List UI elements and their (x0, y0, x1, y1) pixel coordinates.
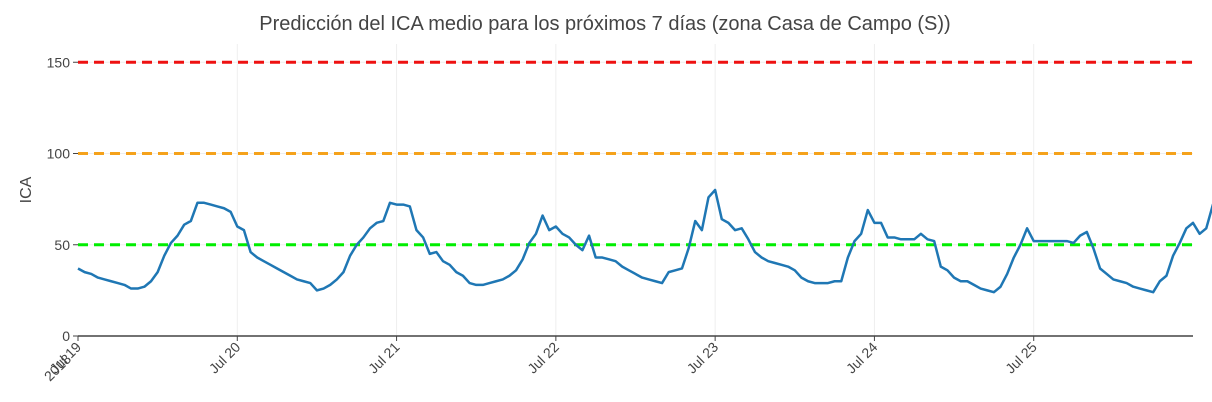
y-axis-title: ICA (18, 176, 35, 203)
x-tick-label: Jul 23 (684, 339, 722, 377)
y-tick-label: 100 (47, 146, 71, 162)
y-tick-label: 0 (62, 328, 70, 344)
x-tick-label: Jul 20 (206, 339, 244, 377)
series-line (77, 188, 1212, 294)
chart-title: Predicción del ICA medio para los próxim… (259, 13, 950, 35)
x-tick-label: Jul 25 (1002, 339, 1040, 377)
grid-layer (78, 44, 1193, 336)
x-tick-label: Jul 24 (843, 339, 881, 377)
series-layer (77, 188, 1212, 294)
y-tick-label: 50 (54, 237, 70, 253)
threshold-lines (78, 60, 1193, 247)
x-tick-label: Jul 21 (365, 339, 403, 377)
y-tick-label: 150 (47, 54, 71, 70)
x-tick-label: Jul 22 (524, 339, 562, 377)
